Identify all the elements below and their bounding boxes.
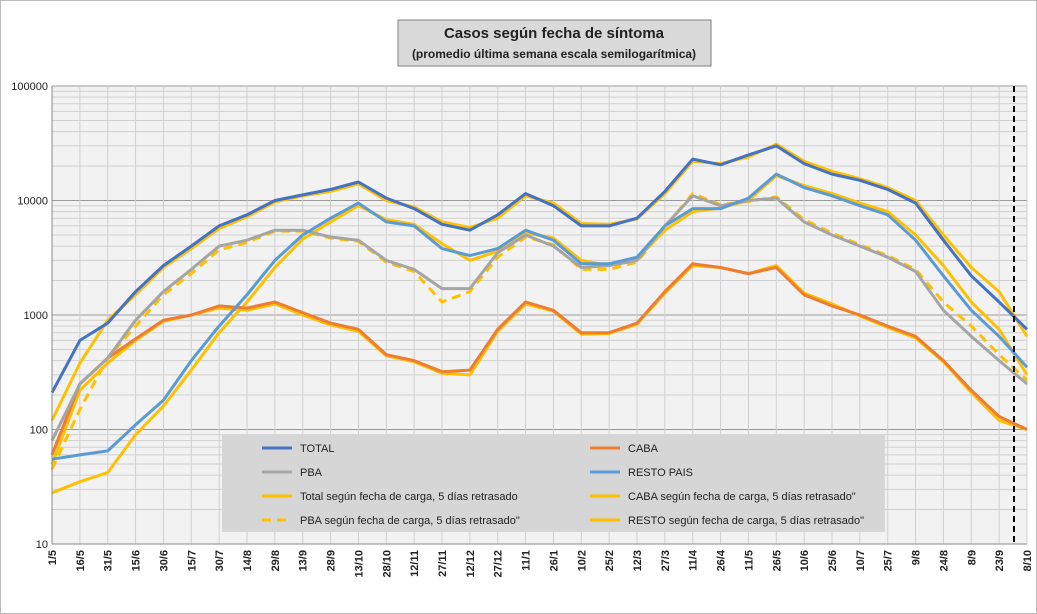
x-tick-label: 8/10 <box>1022 550 1034 571</box>
series-line <box>50 262 1028 456</box>
x-tick-label: 13/10 <box>353 550 365 578</box>
legend-label: CABA según fecha de carga, 5 días retras… <box>628 491 856 503</box>
legend <box>222 434 885 532</box>
legend-label: RESTO según fecha de carga, 5 días retra… <box>628 515 864 527</box>
legend-label: CABA <box>628 443 659 455</box>
x-tick-label: 30/6 <box>158 550 170 571</box>
series-line <box>50 194 1028 442</box>
lines <box>50 142 1029 495</box>
x-tick-label: 11/4 <box>688 549 700 571</box>
legend-label: PBA según fecha de carga, 5 días retrasa… <box>300 515 520 527</box>
x-tick-label: 28/10 <box>381 550 393 578</box>
x-tick-label: 13/9 <box>298 550 310 571</box>
x-tick-label: 1/5 <box>47 550 59 565</box>
y-tick-label: 10000 <box>17 196 48 208</box>
x-tick-label: 27/12 <box>493 550 505 578</box>
x-tick-label: 12/12 <box>465 550 477 578</box>
x-tick-label: 10/6 <box>799 550 811 571</box>
y-tick-label: 10 <box>36 539 48 551</box>
legend-label: RESTO PAIS <box>628 467 693 479</box>
legend-label: Total según fecha de carga, 5 días retra… <box>300 491 518 503</box>
x-tick-label: 11/5 <box>743 550 755 571</box>
series-line <box>51 172 1029 461</box>
title-box <box>397 19 712 67</box>
chart-title: Casos según fecha de síntoma <box>444 25 665 42</box>
x-tick-label: 26/1 <box>548 550 560 571</box>
x-tick-label: 10/7 <box>855 550 867 571</box>
x-tick-label: 15/6 <box>131 550 143 571</box>
x-tick-label: 26/4 <box>716 549 728 571</box>
x-tick-label: 8/9 <box>966 550 978 565</box>
series-line <box>50 144 1029 394</box>
x-tick-label: 25/6 <box>827 550 839 571</box>
x-tick-label: 9/8 <box>911 550 923 565</box>
legend-items: TOTAL CABA PBA RESTO PAIS Total según fecha … <box>262 443 864 527</box>
x-tick-label: 28/9 <box>326 550 338 571</box>
x-tick-label: 11/1 <box>521 550 533 571</box>
x-tick-label: 16/5 <box>75 550 87 571</box>
x-tick-label: 30/7 <box>214 550 226 571</box>
x-tick-label: 31/5 <box>103 550 115 571</box>
x-tick-label: 26/5 <box>771 550 783 571</box>
x-tick-label: 12/3 <box>632 550 644 571</box>
x-tick-label: 12/11 <box>409 550 421 577</box>
x-tick-label: 25/2 <box>604 550 616 571</box>
legend-label: PBA <box>300 467 323 479</box>
chart-subtitle: (promedio última semana escala semilogar… <box>412 47 696 61</box>
x-tick-label: 27/3 <box>660 550 672 571</box>
legend-label: TOTAL <box>300 443 334 455</box>
y-tick-label: 100 <box>30 425 48 437</box>
axes: 10 100 1000 10000 100000 1/5 16/5 31/5 15/6 30/6 1… <box>11 81 1034 578</box>
x-tick-label: 10/2 <box>576 550 588 571</box>
x-tick-label: 23/9 <box>994 550 1006 571</box>
x-tick-label: 25/7 <box>883 550 895 571</box>
y-tick-label: 1000 <box>24 310 48 322</box>
x-tick-label: 14/8 <box>242 550 254 571</box>
y-tick-label: 100000 <box>11 81 48 93</box>
x-tick-label: 24/8 <box>938 550 950 571</box>
x-tick-label: 27/11 <box>437 550 449 577</box>
x-tick-label: 29/8 <box>270 550 282 571</box>
x-tick-label: 15/7 <box>186 550 198 571</box>
